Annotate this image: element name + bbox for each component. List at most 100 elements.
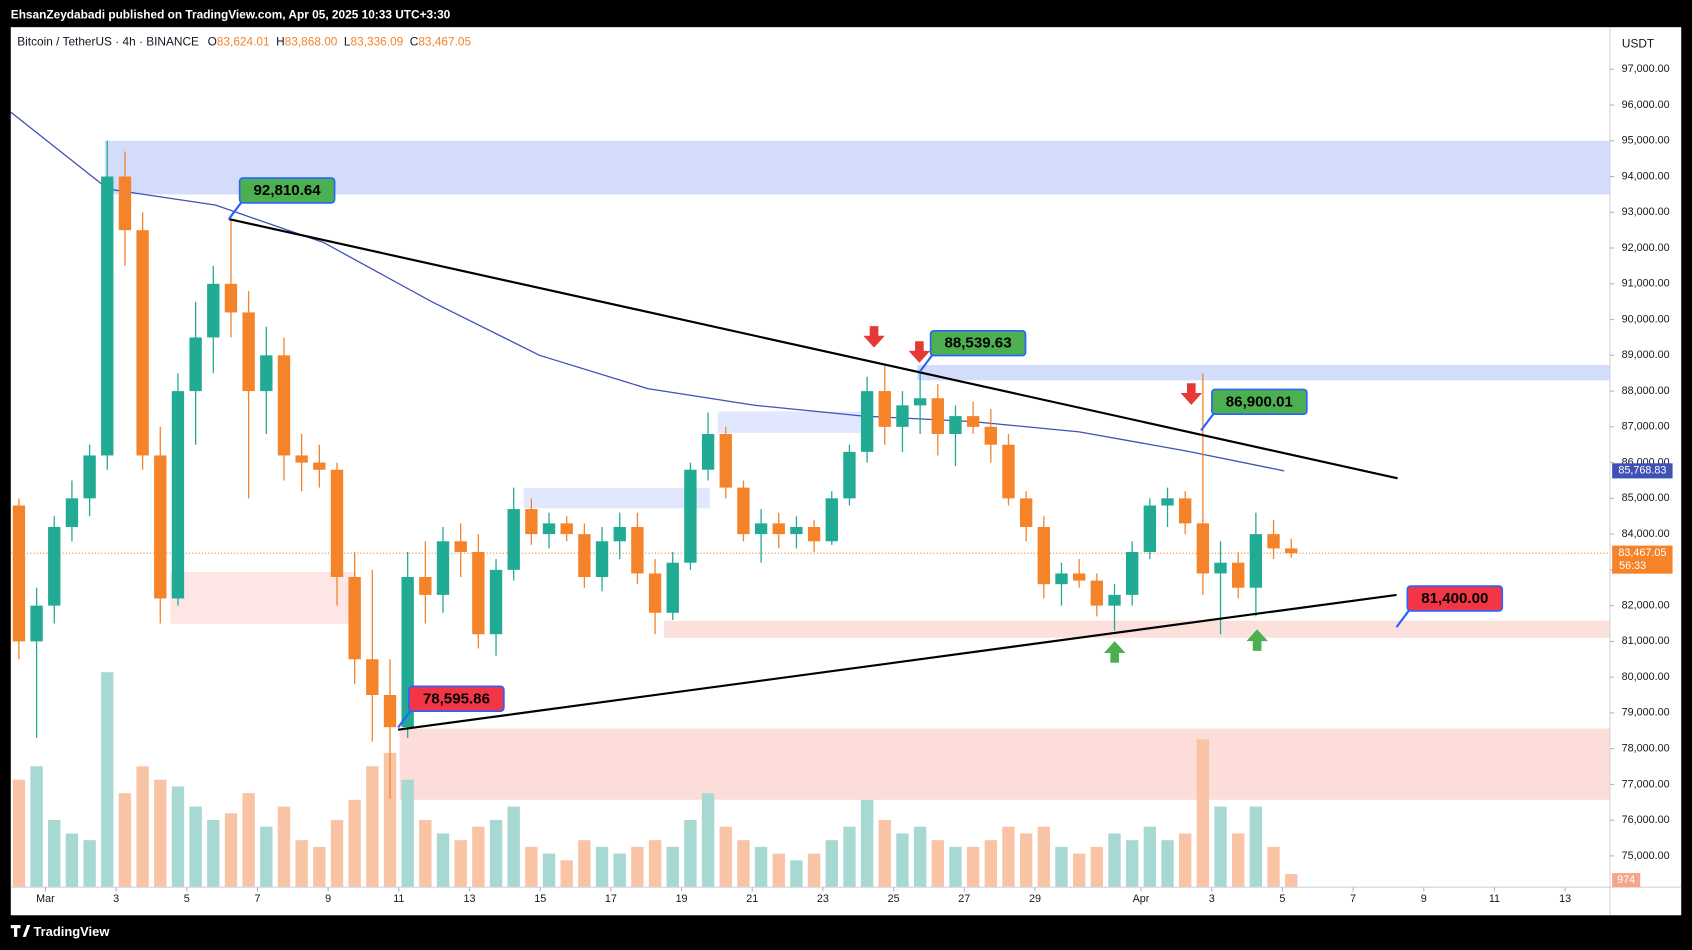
- candle-body: [684, 469, 697, 563]
- countdown: 56:33: [1619, 560, 1646, 572]
- candle-body: [578, 534, 591, 578]
- x-tick-label: 19: [676, 893, 688, 905]
- x-tick-label: 13: [1559, 893, 1571, 905]
- candle-body: [666, 562, 679, 613]
- zone: [917, 364, 1610, 381]
- candle-body: [489, 569, 503, 635]
- volume-bar: [366, 766, 379, 888]
- y-tick-label: 92,000.00: [1622, 242, 1670, 254]
- volume-bar: [1055, 846, 1068, 888]
- candle-body: [12, 505, 26, 642]
- candle-body: [737, 487, 750, 535]
- y-tick-label: 79,000.00: [1622, 707, 1670, 719]
- volume-bar: [631, 846, 644, 888]
- y-tick-label: 87,000.00: [1622, 421, 1670, 433]
- volume-bar: [737, 840, 750, 888]
- candle-body: [1249, 534, 1263, 588]
- volume-bar: [560, 860, 573, 888]
- volume-bar: [825, 840, 838, 888]
- candle-body: [1037, 526, 1051, 585]
- volume-bar: [154, 779, 167, 888]
- callout-label: 88,539.63: [944, 335, 1011, 352]
- volume-bar: [1179, 833, 1192, 888]
- callout-box: [1211, 388, 1308, 416]
- volume-bar: [701, 793, 715, 888]
- candle-body: [454, 541, 467, 552]
- volume-bar: [684, 820, 697, 888]
- ohlc-value: 83,336.09: [351, 34, 404, 48]
- candle-body: [1161, 498, 1174, 506]
- candle-body: [1108, 594, 1121, 606]
- y-tick-label: 91,000.00: [1622, 278, 1670, 290]
- volume-bar: [436, 833, 450, 888]
- candle-body: [348, 577, 361, 660]
- y-tick-label: 76,000.00: [1622, 814, 1670, 826]
- volume-bar: [454, 840, 467, 888]
- down-arrow: [863, 326, 885, 348]
- x-tick-label: Apr: [1133, 893, 1150, 905]
- y-tick-label: 81,000.00: [1622, 635, 1670, 647]
- y-tick-label: 95,000.00: [1622, 135, 1670, 147]
- candle-body: [48, 526, 61, 606]
- candle-body: [242, 312, 255, 392]
- volume-bar: [401, 779, 414, 888]
- volume-bar: [507, 806, 520, 888]
- zone: [399, 728, 1610, 800]
- y-tick-label: 90,000.00: [1622, 313, 1670, 325]
- candle-body: [472, 551, 485, 635]
- candle-body: [313, 462, 326, 470]
- y-tick-label: 77,000.00: [1622, 778, 1670, 790]
- down-arrow: [908, 341, 931, 363]
- x-tick-label: 11: [1489, 893, 1500, 905]
- candle-body: [189, 337, 202, 392]
- callout-label: 81,400.00: [1421, 590, 1488, 607]
- symbol: Bitcoin / TetherUS · 4h · BINANCE: [17, 34, 199, 48]
- x-tick-label: 7: [254, 893, 260, 905]
- y-tick-label: 89,000.00: [1622, 349, 1670, 361]
- volume-bar: [1072, 853, 1086, 888]
- candle-body: [224, 283, 238, 313]
- volume-bar: [666, 846, 679, 888]
- callout-label: 86,900.01: [1226, 393, 1293, 410]
- x-tick-label: 9: [325, 893, 331, 905]
- x-tick-label: 3: [113, 893, 119, 905]
- last-price-label: 83,467.05: [1618, 547, 1666, 559]
- volume-bar: [613, 853, 626, 888]
- candle-body: [419, 577, 432, 595]
- x-tick-label: 9: [1421, 893, 1427, 905]
- candle-body: [878, 391, 891, 427]
- candle-body: [101, 176, 114, 456]
- volume-bar: [1019, 833, 1033, 888]
- candle-body: [843, 451, 856, 499]
- callout-label: 92,810.64: [254, 182, 322, 199]
- ohlc-key: O: [208, 34, 217, 48]
- volume-bar: [595, 846, 609, 888]
- candle-body: [366, 659, 379, 696]
- candle-body: [825, 498, 838, 542]
- zone: [717, 411, 864, 433]
- trendline: [397, 593, 1397, 731]
- candle-body: [772, 523, 785, 535]
- zone: [523, 487, 710, 509]
- ma-price-box: [1612, 463, 1673, 479]
- candle-body: [984, 426, 997, 445]
- volume-bar: [843, 826, 856, 888]
- candle-body: [1179, 498, 1192, 524]
- publish-header: EhsanZeydabadi published on TradingView.…: [11, 7, 451, 21]
- trendline: [228, 218, 1398, 480]
- x-tick-label: 17: [605, 893, 617, 905]
- callout-pointer: [227, 201, 243, 220]
- volume-bar: [790, 860, 803, 888]
- x-tick-label: 21: [746, 893, 758, 905]
- volume-bar: [807, 853, 821, 888]
- volume-bar: [896, 833, 909, 888]
- volume-label-box: [1612, 873, 1641, 888]
- candle-body: [136, 230, 149, 456]
- y-tick-label: 84,000.00: [1622, 528, 1670, 540]
- volume-bar: [277, 806, 291, 888]
- candle-body: [277, 355, 291, 456]
- y-tick-label: 80,000.00: [1622, 671, 1670, 683]
- candle-body: [1196, 523, 1210, 574]
- volume-label: 974: [1617, 874, 1635, 886]
- volume-bar: [542, 853, 556, 888]
